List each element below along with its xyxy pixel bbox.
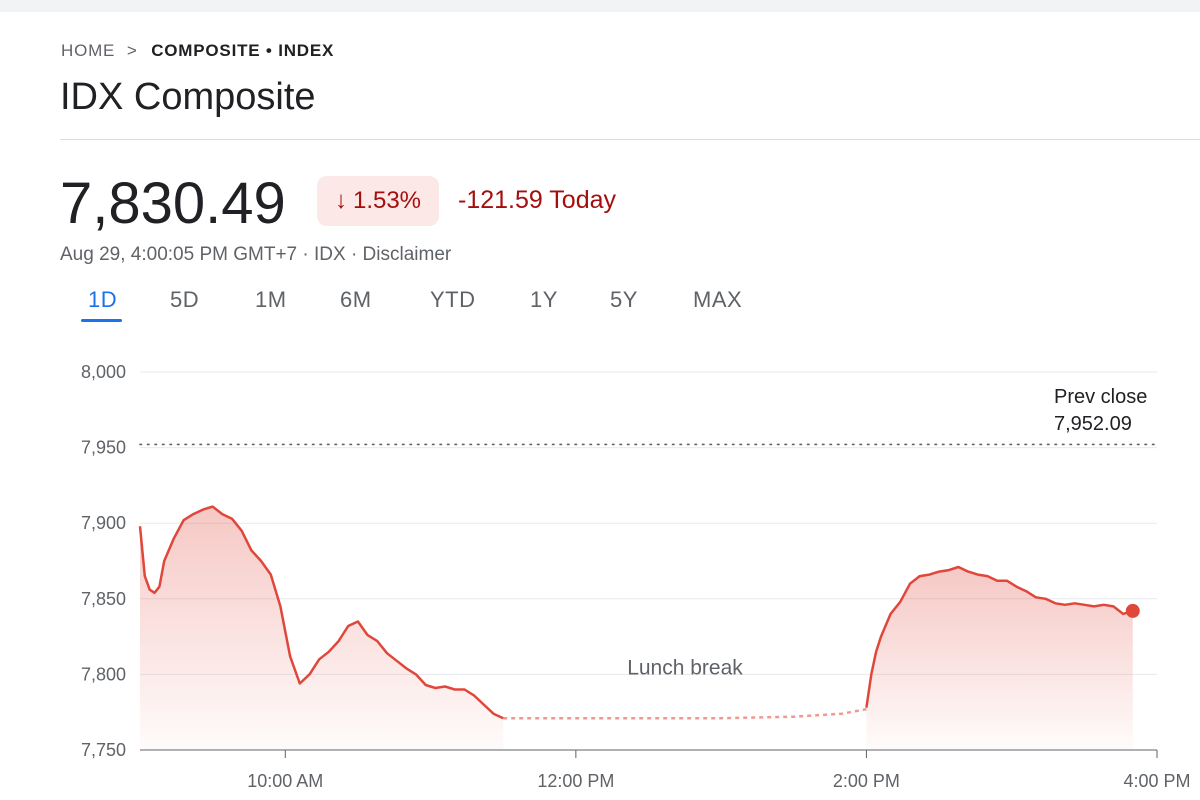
price-area-afternoon (866, 567, 1133, 750)
tab-5y[interactable]: 5Y (610, 287, 638, 312)
price-line-morning (138, 505, 504, 720)
y-tick-label: 8,000 (81, 362, 126, 382)
breadcrumb-home-link[interactable]: HOME (61, 41, 116, 60)
top-bar (0, 0, 1200, 12)
tab-1m[interactable]: 1M (255, 287, 287, 312)
change-today: -121.59 Today (458, 186, 616, 214)
prev-close-value: 7,952.09 (1054, 413, 1132, 435)
last-price-point (1125, 603, 1140, 618)
arrow-down-icon: ↓ (334, 187, 347, 214)
breadcrumb-current: COMPOSITE • INDEX (151, 41, 335, 60)
y-tick-label: 7,800 (81, 664, 126, 684)
lunch-break-label: Lunch break (627, 656, 743, 679)
x-tick-label: 12:00 PM (537, 771, 614, 791)
x-tick-label: 2:00 PM (833, 771, 900, 791)
x-tick-label: 10:00 AM (247, 771, 323, 791)
change-percent-badge: ↓ 1.53% (317, 176, 439, 226)
active-tab-underline (81, 319, 122, 322)
x-tick-label: 4:00 PM (1123, 771, 1190, 791)
lunch-break-line (503, 707, 867, 720)
tab-1d[interactable]: 1D (88, 287, 118, 312)
divider (60, 139, 1200, 140)
prev-close-label: Prev close (1054, 386, 1147, 408)
chevron-right-icon: > (126, 41, 138, 60)
tab-5d[interactable]: 5D (170, 287, 200, 312)
quote-meta: Aug 29, 4:00:05 PM GMT+7 · IDX · Disclai… (60, 244, 452, 265)
change-percent: 1.53% (352, 187, 422, 214)
price-line-afternoon (865, 565, 1134, 708)
y-tick-label: 7,850 (81, 589, 126, 609)
current-price: 7,830.49 (60, 171, 286, 236)
price-area-morning (140, 506, 504, 750)
y-tick-label: 7,900 (81, 513, 126, 533)
tab-ytd[interactable]: YTD (430, 287, 476, 312)
tab-1y[interactable]: 1Y (530, 287, 558, 312)
breadcrumb: HOME > COMPOSITE • INDEX (61, 41, 334, 61)
tab-max[interactable]: MAX (693, 287, 743, 312)
y-tick-label: 7,950 (81, 438, 126, 458)
tab-6m[interactable]: 6M (340, 287, 372, 312)
price-chart[interactable]: 8,000 7,950 7,900 7,850 7,800 7,750 10:00 AM 12… (0, 340, 1200, 800)
y-tick-label: 7,750 (81, 740, 126, 760)
page-title: IDX Composite (60, 76, 316, 118)
